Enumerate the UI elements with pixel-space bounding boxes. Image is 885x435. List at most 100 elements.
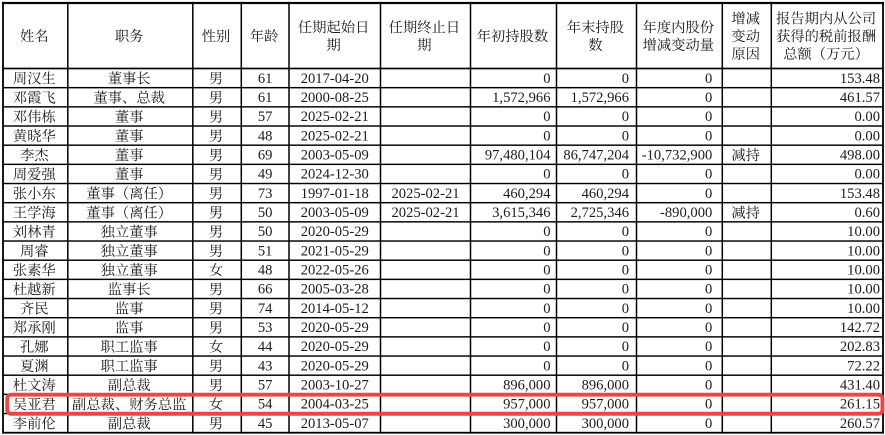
svg-text:86,747,204: 86,747,204 <box>563 148 629 164</box>
svg-text:2003-05-09: 2003-05-09 <box>301 205 369 221</box>
svg-text:260.57: 260.57 <box>840 416 880 432</box>
svg-text:61: 61 <box>258 90 273 106</box>
svg-text:0.60: 0.60 <box>854 205 880 221</box>
svg-text:0: 0 <box>705 339 712 355</box>
svg-text:0: 0 <box>543 109 550 125</box>
svg-text:2020-05-29: 2020-05-29 <box>301 320 369 336</box>
svg-text:460,294: 460,294 <box>503 186 551 202</box>
svg-text:300,000: 300,000 <box>582 416 629 432</box>
svg-text:2000-08-25: 2000-08-25 <box>301 90 369 106</box>
svg-text:142.72: 142.72 <box>840 320 880 336</box>
svg-text:53: 53 <box>258 320 273 336</box>
svg-text:0: 0 <box>622 224 629 240</box>
svg-text:51: 51 <box>258 243 273 259</box>
svg-text:1997-01-18: 1997-01-18 <box>301 186 369 202</box>
svg-text:2020-05-29: 2020-05-29 <box>301 339 369 355</box>
svg-text:2021-05-29: 2021-05-29 <box>301 243 369 259</box>
svg-text:0: 0 <box>705 167 712 183</box>
svg-text:0: 0 <box>705 358 712 374</box>
svg-text:0: 0 <box>543 358 550 374</box>
svg-text:-890,000: -890,000 <box>660 205 712 221</box>
svg-text:153.48: 153.48 <box>840 186 880 202</box>
svg-text:461.57: 461.57 <box>840 90 880 106</box>
svg-text:10.00: 10.00 <box>847 263 880 279</box>
svg-text:0: 0 <box>543 167 550 183</box>
svg-text:0: 0 <box>705 416 712 432</box>
svg-text:0: 0 <box>543 71 550 87</box>
svg-text:0: 0 <box>543 320 550 336</box>
svg-text:1,572,966: 1,572,966 <box>492 90 550 106</box>
svg-text:0.00: 0.00 <box>854 128 880 144</box>
svg-text:0: 0 <box>543 339 550 355</box>
svg-text:-10,732,900: -10,732,900 <box>642 148 713 164</box>
svg-text:2025-02-21: 2025-02-21 <box>391 186 459 202</box>
svg-text:0: 0 <box>543 128 550 144</box>
svg-text:0: 0 <box>622 167 629 183</box>
svg-text:2025-02-21: 2025-02-21 <box>391 205 459 221</box>
svg-text:0: 0 <box>622 128 629 144</box>
svg-text:10.00: 10.00 <box>847 243 880 259</box>
svg-text:73: 73 <box>258 186 273 202</box>
svg-text:2022-05-26: 2022-05-26 <box>301 263 369 279</box>
svg-text:10.00: 10.00 <box>847 282 880 298</box>
svg-text:0: 0 <box>705 71 712 87</box>
svg-text:957,000: 957,000 <box>503 397 550 413</box>
svg-text:2014-05-12: 2014-05-12 <box>301 301 369 317</box>
svg-text:2005-03-28: 2005-03-28 <box>301 282 369 298</box>
svg-text:2025-02-21: 2025-02-21 <box>301 128 369 144</box>
svg-text:0: 0 <box>622 282 629 298</box>
svg-text:0: 0 <box>543 263 550 279</box>
svg-text:3,615,346: 3,615,346 <box>492 205 550 221</box>
svg-text:49: 49 <box>258 167 273 183</box>
svg-text:431.40: 431.40 <box>840 378 880 394</box>
svg-text:896,000: 896,000 <box>582 378 629 394</box>
svg-text:61: 61 <box>258 71 273 87</box>
svg-text:2024-12-30: 2024-12-30 <box>301 167 369 183</box>
svg-text:2017-04-20: 2017-04-20 <box>301 71 369 87</box>
svg-text:48: 48 <box>258 263 273 279</box>
svg-text:0: 0 <box>543 301 550 317</box>
svg-text:2013-05-07: 2013-05-07 <box>301 416 369 432</box>
svg-text:50: 50 <box>258 224 273 240</box>
svg-text:69: 69 <box>258 148 273 164</box>
svg-text:0: 0 <box>705 224 712 240</box>
svg-text:43: 43 <box>258 358 273 374</box>
svg-text:460,294: 460,294 <box>582 186 630 202</box>
svg-text:0: 0 <box>705 90 712 106</box>
svg-text:2020-05-29: 2020-05-29 <box>301 358 369 374</box>
svg-text:0: 0 <box>705 320 712 336</box>
svg-text:2,725,346: 2,725,346 <box>571 205 629 221</box>
svg-text:0: 0 <box>622 339 629 355</box>
svg-text:57: 57 <box>258 109 273 125</box>
svg-text:153.48: 153.48 <box>840 71 880 87</box>
svg-text:2025-02-21: 2025-02-21 <box>301 109 369 125</box>
svg-text:0: 0 <box>622 263 629 279</box>
svg-text:10.00: 10.00 <box>847 224 880 240</box>
svg-text:0: 0 <box>622 109 629 125</box>
svg-text:0: 0 <box>622 301 629 317</box>
svg-text:0: 0 <box>622 358 629 374</box>
svg-text:0.00: 0.00 <box>854 167 880 183</box>
svg-text:0: 0 <box>622 243 629 259</box>
svg-text:0: 0 <box>705 186 712 202</box>
svg-text:50: 50 <box>258 205 273 221</box>
svg-text:44: 44 <box>258 339 273 355</box>
svg-text:0: 0 <box>622 320 629 336</box>
svg-text:66: 66 <box>258 282 273 298</box>
svg-text:45: 45 <box>258 416 273 432</box>
svg-text:1,572,966: 1,572,966 <box>571 90 629 106</box>
svg-text:0: 0 <box>543 282 550 298</box>
svg-text:0: 0 <box>705 301 712 317</box>
svg-text:0: 0 <box>705 109 712 125</box>
svg-text:97,480,104: 97,480,104 <box>485 148 551 164</box>
svg-text:261.15: 261.15 <box>840 397 880 413</box>
svg-text:0.00: 0.00 <box>854 109 880 125</box>
svg-text:896,000: 896,000 <box>503 378 550 394</box>
svg-text:498.00: 498.00 <box>840 148 880 164</box>
svg-text:54: 54 <box>258 397 273 413</box>
svg-text:202.83: 202.83 <box>840 339 880 355</box>
svg-text:2003-05-09: 2003-05-09 <box>301 148 369 164</box>
svg-text:57: 57 <box>258 378 273 394</box>
svg-text:0: 0 <box>705 243 712 259</box>
svg-text:2004-03-25: 2004-03-25 <box>301 397 369 413</box>
